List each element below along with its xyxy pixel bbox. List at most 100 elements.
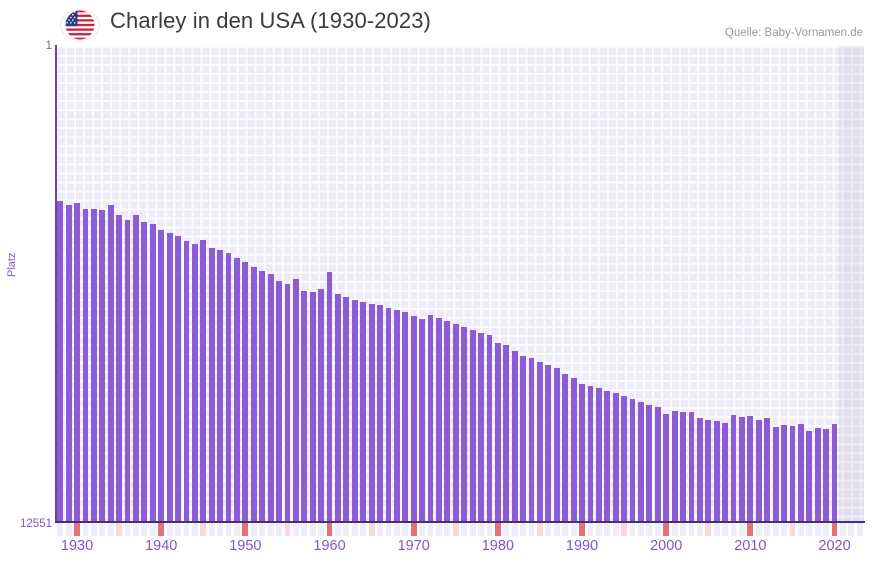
bar-1971[interactable] [419,318,426,522]
bar-1973[interactable] [436,317,442,522]
x-tick-1974 [444,523,451,536]
bar-1972[interactable] [427,314,434,522]
bar-1959[interactable] [318,289,325,522]
bar-2017[interactable] [806,430,813,522]
bar-1961[interactable] [335,293,341,522]
bar-1957[interactable] [301,290,308,522]
bar-1937[interactable] [133,214,139,522]
bar-1975[interactable] [452,323,459,522]
bar-1987[interactable] [553,367,560,522]
bar-1992[interactable] [595,388,602,522]
bar-2008[interactable] [730,414,737,522]
bar-1936[interactable] [124,219,131,522]
bar-2018[interactable] [814,427,821,522]
bar-1985[interactable] [537,361,543,522]
bar-1994[interactable] [612,393,619,522]
bar-1963[interactable] [351,300,358,522]
bar-1966[interactable] [377,305,383,522]
bar-1990[interactable] [579,383,585,522]
bar-1960[interactable] [326,271,333,522]
bar-1954[interactable] [276,280,282,522]
bar-1986[interactable] [545,364,552,522]
bar-1977[interactable] [469,329,476,522]
bar-1947[interactable] [217,250,224,522]
bar-2002[interactable] [680,412,686,522]
x-axis-tick-strip [56,523,864,536]
bar-2006[interactable] [713,421,720,522]
bar-1962[interactable] [343,297,350,522]
bar-1935[interactable] [116,215,123,522]
bar-1993[interactable] [604,390,611,522]
bar-1949[interactable] [234,257,240,522]
bar-2000[interactable] [663,413,670,522]
bar-1980[interactable] [494,342,501,522]
bar-1942[interactable] [175,235,181,522]
bar-1995[interactable] [621,396,628,522]
bar-1984[interactable] [528,358,535,522]
bar-2015[interactable] [789,426,796,522]
x-tick-1969 [402,523,409,536]
bar-1958[interactable] [309,291,316,522]
bar-1970[interactable] [410,316,417,522]
bar-2010[interactable] [747,416,754,522]
x-tick-1987 [553,523,560,536]
bar-1952[interactable] [259,270,266,522]
bar-1943[interactable] [183,241,190,522]
bar-1934[interactable] [107,205,114,522]
bar-1964[interactable] [360,302,367,522]
bar-1982[interactable] [511,351,518,522]
bar-1939[interactable] [149,223,156,522]
bar-1929[interactable] [65,205,72,522]
bar-1967[interactable] [385,307,392,522]
bar-1988[interactable] [562,373,569,522]
bar-2016[interactable] [797,423,804,522]
bar-1997[interactable] [638,401,644,522]
bar-2007[interactable] [722,422,729,522]
bar-1928[interactable] [57,200,64,522]
bar-2009[interactable] [739,417,745,522]
bar-1991[interactable] [587,385,594,522]
bar-1932[interactable] [90,208,97,522]
bar-1999[interactable] [654,407,661,522]
bar-1953[interactable] [267,274,274,522]
bar-2020[interactable] [831,424,838,522]
x-axis-label-1980: 1980 [481,538,515,554]
bar-1989[interactable] [570,378,577,522]
bar-1945[interactable] [200,240,207,522]
bar-1976[interactable] [461,327,468,522]
bar-1931[interactable] [82,209,89,522]
bar-2005[interactable] [705,420,712,522]
bar-1983[interactable] [520,355,527,522]
bar-1978[interactable] [478,332,484,522]
x-tick-1990 [579,523,585,536]
bar-2003[interactable] [688,411,695,522]
bar-1996[interactable] [629,398,636,522]
bar-1933[interactable] [99,210,106,522]
bar-1948[interactable] [225,252,232,522]
bar-1998[interactable] [646,404,653,522]
bar-2011[interactable] [755,419,762,522]
bar-1979[interactable] [486,334,493,522]
bar-2012[interactable] [764,417,771,522]
bar-1968[interactable] [393,309,400,522]
bar-1944[interactable] [191,244,198,522]
bar-1946[interactable] [208,247,215,522]
bar-1950[interactable] [242,262,249,522]
bar-1941[interactable] [166,232,173,522]
bar-2019[interactable] [823,428,830,522]
bar-1930[interactable] [74,202,80,522]
bar-1955[interactable] [284,284,291,522]
bar-1951[interactable] [250,267,257,522]
bar-1974[interactable] [444,321,451,522]
bar-2004[interactable] [696,418,703,522]
bar-1981[interactable] [503,345,510,522]
bar-1940[interactable] [158,230,165,522]
y-axis-top-label: 1 [45,40,52,52]
bar-1969[interactable] [402,311,409,522]
bar-1938[interactable] [141,221,148,522]
bar-2014[interactable] [781,424,787,522]
bar-2013[interactable] [772,427,779,522]
bar-2001[interactable] [671,410,678,522]
bar-1965[interactable] [368,303,375,522]
bar-1956[interactable] [292,279,299,522]
